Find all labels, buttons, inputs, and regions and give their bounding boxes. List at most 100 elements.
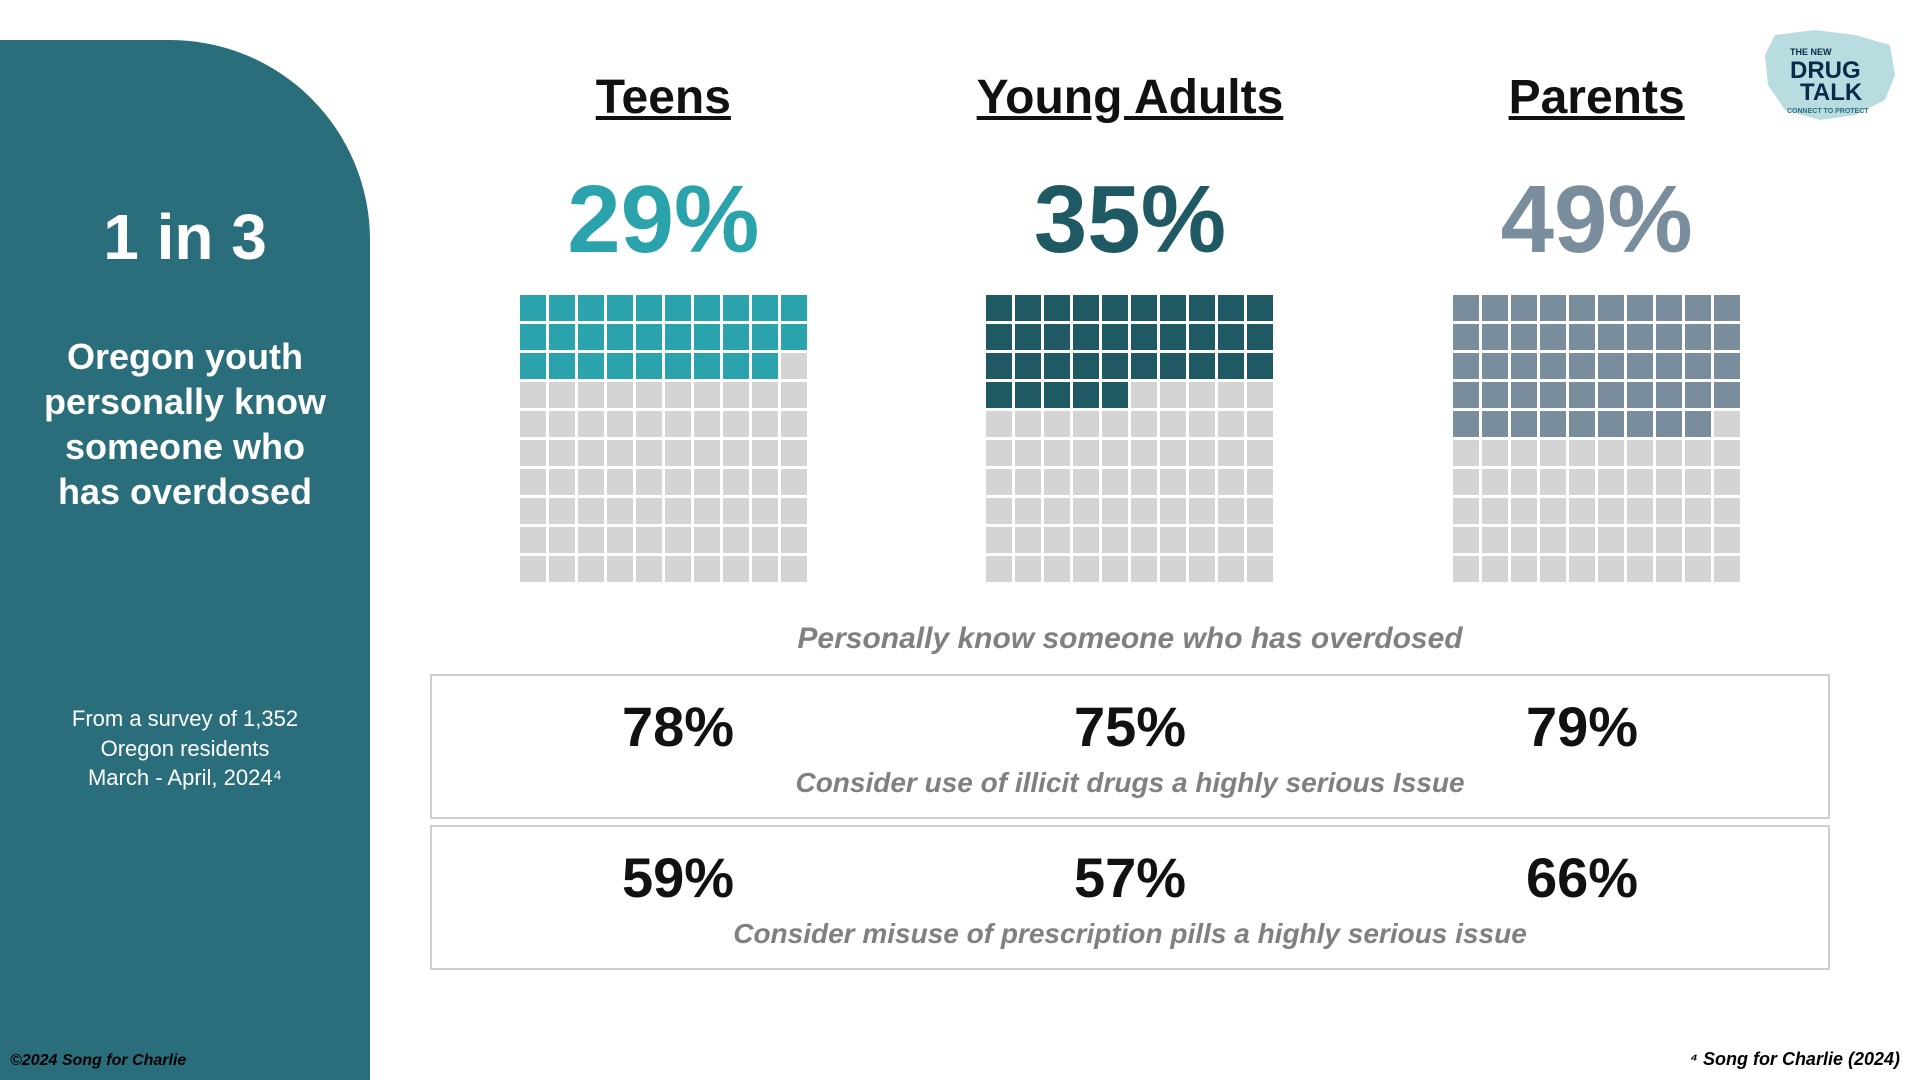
waffle-cell — [1189, 498, 1215, 524]
waffle-cell — [1247, 556, 1273, 582]
waffle-cell — [1189, 527, 1215, 553]
waffle-cell — [1015, 295, 1041, 321]
waffle-cell — [1714, 411, 1740, 437]
waffle-cell — [986, 353, 1012, 379]
waffle-cell — [752, 382, 778, 408]
waffle-cell — [1453, 498, 1479, 524]
waffle-cell — [1160, 411, 1186, 437]
waffle-chart — [1382, 295, 1812, 582]
waffle-cell — [1218, 353, 1244, 379]
waffle-cell — [1569, 469, 1595, 495]
waffle-cell — [1131, 295, 1157, 321]
waffle-cell — [1714, 382, 1740, 408]
waffle-cell — [578, 527, 604, 553]
waffle-cell — [1102, 527, 1128, 553]
waffle-cell — [781, 556, 807, 582]
waffle-cell — [1015, 324, 1041, 350]
overdose-caption: Personally know someone who has overdose… — [430, 622, 1830, 656]
waffle-cell — [607, 498, 633, 524]
waffle-cell — [781, 295, 807, 321]
waffle-cell — [520, 469, 546, 495]
waffle-cell — [694, 324, 720, 350]
waffle-cell — [1598, 295, 1624, 321]
waffle-cell — [1218, 295, 1244, 321]
waffle-cell — [1015, 411, 1041, 437]
waffle-cell — [723, 382, 749, 408]
survey-note-line: Oregon residents — [40, 734, 330, 764]
waffle-cell — [636, 324, 662, 350]
waffle-cell — [1482, 382, 1508, 408]
waffle-cell — [1044, 324, 1070, 350]
waffle-cell — [1073, 411, 1099, 437]
waffle-cell — [1714, 469, 1740, 495]
waffle-cell — [1015, 527, 1041, 553]
waffle-cell — [1511, 411, 1537, 437]
stat-value: 79% — [1358, 694, 1805, 759]
waffle-cell — [1656, 498, 1682, 524]
waffle-cell — [1540, 556, 1566, 582]
waffle-cell — [1627, 440, 1653, 466]
waffle-cell — [1685, 527, 1711, 553]
waffle-cell — [1131, 498, 1157, 524]
waffle-cell — [607, 411, 633, 437]
waffle-cell — [1453, 382, 1479, 408]
waffle-cell — [1073, 353, 1099, 379]
waffle-cell — [1102, 295, 1128, 321]
group-percent: 49% — [1382, 165, 1812, 275]
waffle-cell — [781, 469, 807, 495]
waffle-cell — [549, 382, 575, 408]
waffle-cell — [1044, 411, 1070, 437]
waffle-cell — [1218, 382, 1244, 408]
waffle-cell — [1685, 324, 1711, 350]
waffle-cell — [1482, 324, 1508, 350]
waffle-cell — [549, 498, 575, 524]
waffle-cell — [752, 295, 778, 321]
waffle-cell — [1627, 498, 1653, 524]
waffle-cell — [1656, 324, 1682, 350]
waffle-cell — [1598, 440, 1624, 466]
waffle-cell — [1569, 353, 1595, 379]
waffle-cell — [1627, 469, 1653, 495]
waffle-cell — [1131, 556, 1157, 582]
waffle-cell — [1160, 469, 1186, 495]
waffle-cell — [1540, 440, 1566, 466]
waffle-cell — [1102, 324, 1128, 350]
waffle-cell — [665, 411, 691, 437]
waffle-cell — [665, 527, 691, 553]
waffle-cell — [1218, 498, 1244, 524]
sidebar-subhead: Oregon youth personally know someone who… — [40, 334, 330, 514]
waffle-cell — [1656, 411, 1682, 437]
waffle-cell — [1540, 353, 1566, 379]
group-percent: 35% — [915, 165, 1345, 275]
stat-value: 59% — [454, 845, 901, 910]
waffle-cell — [1102, 382, 1128, 408]
waffle-cell — [520, 411, 546, 437]
group-column: Teens29% — [448, 70, 878, 602]
waffle-cell — [723, 324, 749, 350]
waffle-cell — [1131, 382, 1157, 408]
waffle-cell — [1015, 353, 1041, 379]
waffle-cell — [578, 295, 604, 321]
waffle-cell — [781, 382, 807, 408]
waffle-cell — [549, 295, 575, 321]
waffle-cell — [636, 440, 662, 466]
waffle-cell — [1482, 295, 1508, 321]
waffle-cell — [549, 411, 575, 437]
waffle-cell — [694, 556, 720, 582]
waffle-cell — [986, 382, 1012, 408]
waffle-cell — [607, 469, 633, 495]
sidebar-headline: 1 in 3 — [40, 200, 330, 274]
waffle-cell — [665, 469, 691, 495]
waffle-cell — [723, 527, 749, 553]
waffle-cell — [694, 498, 720, 524]
waffle-cell — [607, 295, 633, 321]
waffle-cell — [607, 527, 633, 553]
waffle-cell — [723, 353, 749, 379]
waffle-cell — [1131, 527, 1157, 553]
waffle-cell — [1453, 295, 1479, 321]
waffle-cell — [1598, 382, 1624, 408]
waffle-cell — [1218, 440, 1244, 466]
waffle-cell — [752, 469, 778, 495]
waffle-cell — [1569, 324, 1595, 350]
logo-line1: THE NEW — [1790, 47, 1832, 57]
